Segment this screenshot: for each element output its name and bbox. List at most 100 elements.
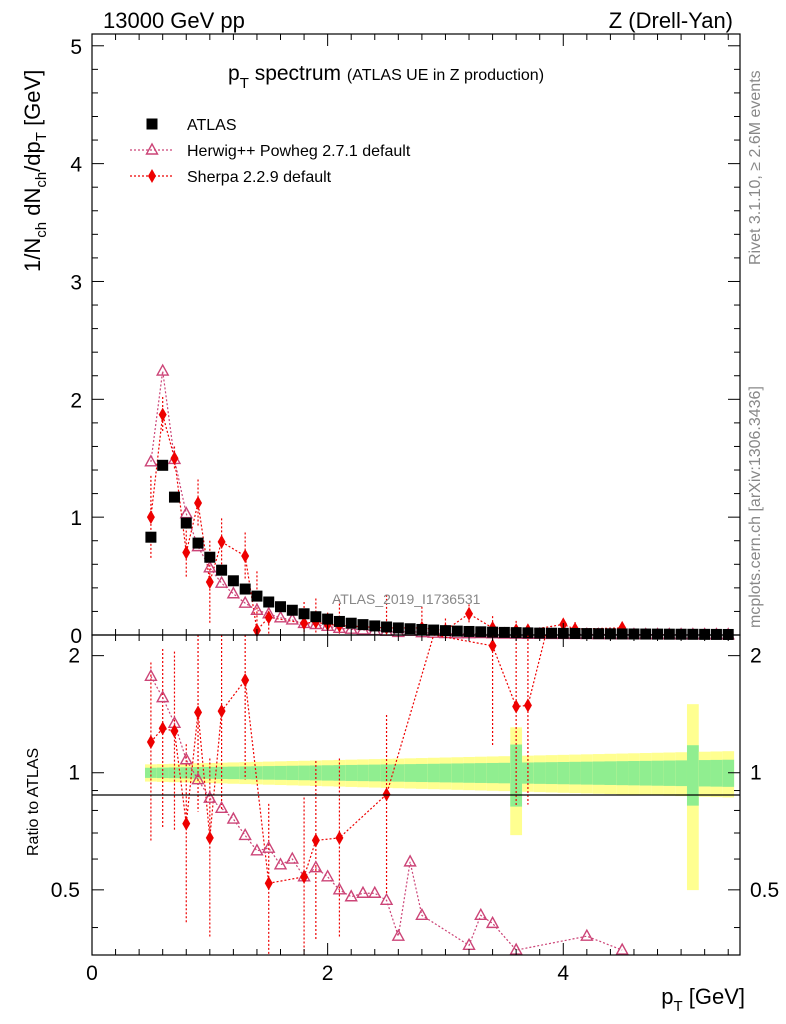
herwig-ratio-marker [156, 690, 170, 703]
tick-label: 0.5 [51, 879, 80, 902]
ratio-band-inner [663, 760, 676, 786]
sherpa-ratio-marker [264, 876, 273, 891]
atlas-data-marker [263, 596, 275, 608]
sherpa-main-marker [182, 545, 191, 560]
atlas-data-marker [369, 620, 381, 632]
header-right: Z (Drell-Yan) [609, 8, 733, 33]
herwig-ratio-marker [356, 885, 370, 898]
sherpa-ratio-marker [382, 787, 391, 802]
atlas-data-marker [640, 628, 652, 640]
ratio-band-inner [486, 762, 499, 784]
atlas-data-marker [204, 551, 216, 563]
ratio-band-inner [580, 761, 593, 785]
legend-label: Herwig++ Powheg 2.7.1 default [187, 143, 411, 160]
ratio-band-inner [498, 762, 511, 784]
herwig-ratio-marker [474, 907, 488, 921]
ratio-band-inner [203, 766, 216, 779]
atlas-data-marker [475, 626, 487, 638]
atlas-data-marker [192, 537, 204, 549]
ratio-band-inner [321, 765, 334, 781]
atlas-data-marker [392, 622, 404, 634]
herwig-ratio-marker [214, 800, 229, 814]
herwig-ratio-marker [238, 827, 252, 841]
analysis-watermark: ATLAS_2019_I1736531 [332, 591, 481, 607]
atlas-data-marker [157, 459, 169, 471]
herwig-ratio-marker [285, 851, 299, 864]
herwig-ratio-marker [144, 668, 158, 681]
legend: ATLAS Herwig++ Powheg 2.7.1 default Sherpa… [130, 117, 411, 186]
atlas-data-marker [216, 564, 228, 576]
tick-label: 0 [70, 625, 82, 648]
sherpa-ratio-marker [217, 704, 226, 719]
sherpa-main-marker [194, 496, 203, 511]
ratio-band-inner [357, 764, 369, 782]
sherpa-ratio-marker [300, 869, 309, 884]
sherpa-ratio-marker [158, 721, 167, 736]
ratio-band-inner [427, 763, 440, 783]
sherpa-ratio-marker [335, 830, 344, 845]
atlas-data-marker [663, 628, 675, 640]
sherpa-ratio-marker [170, 724, 179, 739]
ratio-band-inner [262, 766, 275, 780]
sherpa-main-marker [146, 510, 155, 525]
title-sub: T [240, 75, 249, 92]
herwig-main-marker [250, 602, 264, 615]
herwig-ratio-marker [250, 843, 264, 856]
tick-label: 2 [750, 645, 762, 668]
sherpa-ratio-marker [205, 830, 214, 845]
herwig-main-marker [238, 595, 252, 608]
sherpa-ratio-marker [311, 833, 320, 848]
legend-herwig-marker [145, 142, 159, 155]
ratio-band-inner [698, 760, 711, 787]
ratio-band-inner [628, 761, 640, 786]
herwig-ratio-marker [368, 885, 382, 898]
atlas-data-marker [593, 628, 605, 640]
atlas-data-marker [687, 628, 699, 640]
ratio-band-inner [522, 762, 534, 784]
ratio-band-inner [616, 761, 629, 786]
ratio-band-inner [439, 763, 452, 783]
plot-title: pT spectrum (ATLAS UE in Z production) [228, 62, 544, 92]
legend-atlas-marker [146, 118, 158, 130]
herwig-ratio-marker [320, 869, 335, 882]
herwig-ratio-marker [273, 857, 288, 870]
sherpa-main-marker [205, 574, 214, 589]
sherpa-ratio-marker [182, 816, 191, 831]
sherpa-ratio-marker [488, 638, 497, 653]
ratio-band-inner [227, 766, 240, 780]
sherpa-ratio-marker [512, 699, 521, 714]
sherpa-main-marker [158, 407, 167, 422]
atlas-data-marker [545, 627, 557, 639]
herwig-main-marker [179, 506, 193, 519]
ratio-band-inner [156, 767, 169, 779]
sherpa-main-marker [264, 610, 273, 625]
sherpa-ratio-marker [523, 698, 532, 713]
legend-sherpa-marker [148, 169, 156, 183]
ratio-band-inner [145, 767, 157, 778]
ratio-band-inner [274, 765, 287, 780]
atlas-data-marker [357, 619, 369, 631]
ratio-y-label: Ratio to ATLAS [25, 748, 42, 856]
ratio-band-inner [592, 761, 605, 785]
ratio-band-inner [604, 761, 617, 785]
herwig-ratio-marker [262, 840, 276, 853]
title-subtitle: (ATLAS UE in Z production) [347, 67, 544, 84]
herwig-ratio-marker [485, 915, 500, 929]
ratio-band-inner [675, 760, 687, 787]
ratio-band-inner [416, 763, 428, 783]
tick-label: 2 [70, 389, 82, 412]
herwig-ratio-marker [379, 892, 394, 905]
herwig-ratio-marker [191, 772, 205, 785]
title-p: p [228, 62, 240, 85]
sherpa-main-marker [300, 616, 309, 631]
atlas-data-marker [569, 627, 581, 639]
title-rest: spectrum [249, 62, 341, 85]
ratio-band-inner [333, 765, 346, 781]
herwig-ratio-marker [415, 907, 429, 921]
atlas-data-marker [498, 626, 510, 638]
tick-label: 5 [70, 36, 82, 59]
herwig-main-marker [226, 586, 241, 599]
atlas-data-marker [522, 627, 534, 639]
ratio-band-inner [298, 765, 310, 781]
